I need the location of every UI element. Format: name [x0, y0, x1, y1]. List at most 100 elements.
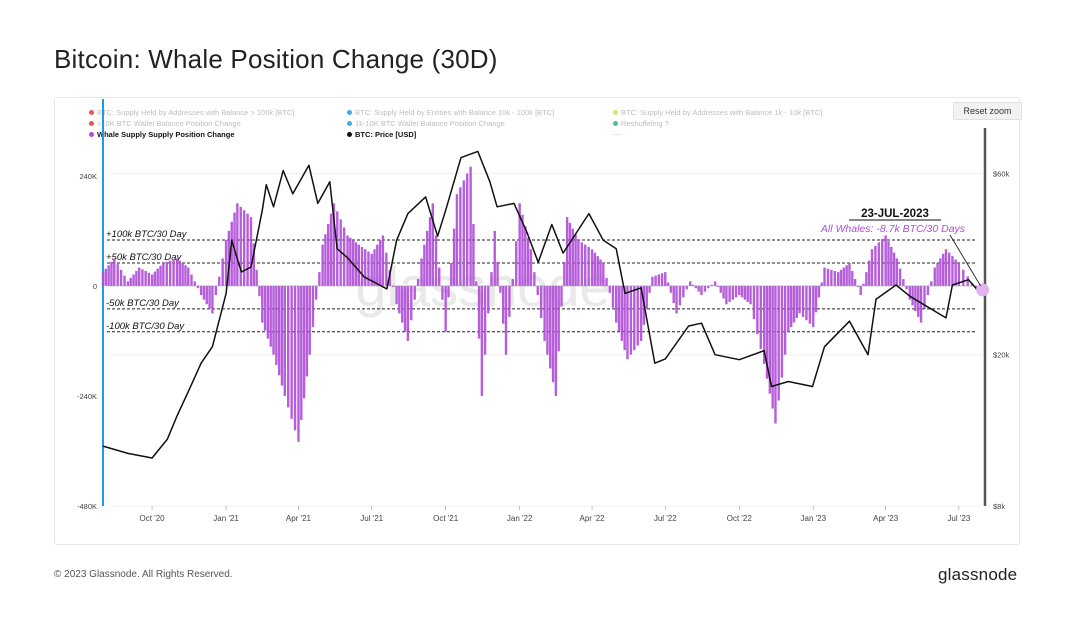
position-change-bar [190, 274, 193, 286]
position-change-bar [526, 237, 530, 286]
y-left-tick-label: -480K [77, 502, 97, 511]
legend-dot-icon [613, 121, 618, 126]
legend-item[interactable]: BTC: Supply Held by Addresses with Balan… [89, 108, 294, 117]
legend-item[interactable]: BTC: Price [USD] [347, 130, 416, 139]
position-change-bar [475, 281, 478, 286]
position-change-bar [269, 285, 272, 347]
position-change-bar [119, 269, 123, 286]
position-change-bar [716, 285, 720, 288]
position-change-bar [911, 285, 914, 306]
position-change-bar [515, 241, 518, 286]
position-change-bar [830, 269, 833, 286]
position-change-bar [549, 285, 552, 369]
latest-value-marker [976, 283, 990, 297]
position-change-bar [623, 285, 626, 351]
position-change-bar [859, 285, 862, 296]
page-title: Bitcoin: Whale Position Change (30D) [54, 44, 498, 74]
legend-label: Reshuffeling ? [621, 119, 669, 128]
position-change-bar [957, 262, 961, 286]
reset-zoom-button[interactable]: Reset zoom [953, 102, 1022, 120]
position-change-bar [364, 249, 367, 286]
position-change-bar [110, 261, 113, 286]
reference-line-label: +100k BTC/30 Day [106, 229, 188, 240]
position-change-bar [731, 285, 735, 300]
position-change-bar [242, 210, 246, 286]
position-change-bar [783, 285, 787, 355]
position-change-bar [504, 285, 508, 355]
position-change-bar [669, 285, 673, 293]
position-change-bar [529, 249, 533, 286]
position-change-bar [360, 246, 364, 286]
legend-label: BTC: Supply Held by Addresses with Balan… [621, 108, 823, 117]
position-change-bar [966, 276, 969, 286]
position-change-bar [227, 230, 231, 286]
reference-line-label: -100k BTC/30 Day [106, 321, 185, 332]
legend-dot-icon [89, 110, 94, 115]
position-change-bar [738, 285, 741, 296]
legend-item[interactable]: BTC: Supply Held by Entities with Balanc… [347, 108, 554, 117]
position-change-bar [287, 285, 290, 408]
position-change-bar [255, 269, 258, 286]
position-change-bar [551, 285, 555, 383]
position-change-bar [293, 285, 297, 431]
position-change-bar [580, 242, 584, 286]
position-change-bar [682, 285, 685, 298]
legend-item[interactable]: --- [613, 130, 621, 139]
legend-label: BTC: Price [USD] [355, 130, 417, 139]
position-change-bar [480, 285, 484, 396]
position-change-bar [795, 285, 798, 318]
position-change-bar [327, 224, 330, 286]
position-change-bar [752, 285, 756, 320]
position-change-bar [444, 285, 447, 332]
position-change-bar [472, 224, 475, 286]
position-change-bar [178, 260, 182, 286]
legend-label: BTC: Supply Held by Addresses with Balan… [97, 108, 295, 117]
position-change-bar [187, 267, 190, 286]
position-change-bar [948, 252, 951, 286]
position-change-bar [416, 279, 420, 286]
position-change-bar [477, 285, 481, 339]
position-change-bar [280, 285, 284, 386]
position-change-bar [413, 285, 416, 300]
brand-logo: glassnode [938, 565, 1018, 584]
legend-item[interactable]: 1k-10K BTC Wallet Balance Position Chang… [347, 119, 505, 128]
legend-item[interactable]: Reshuffeling ? [613, 119, 669, 128]
position-change-bar [691, 284, 695, 286]
position-change-bar [308, 285, 311, 355]
copyright-text: © 2023 Glassnode. All Rights Reserved. [54, 569, 233, 580]
x-tick-label: Apr '22 [580, 514, 606, 523]
legend-item[interactable]: BTC: Supply Held by Addresses with Balan… [613, 108, 822, 117]
legend-label: 1k-10K BTC Wallet Balance Position Chang… [355, 119, 505, 128]
legend-item[interactable]: >10K BTC Wallet Balance Position Change [89, 119, 241, 128]
position-change-bar [722, 285, 725, 299]
position-change-bar [884, 235, 887, 286]
x-tick-label: Jan '21 [213, 514, 239, 523]
position-change-bar [487, 285, 490, 314]
price-line [102, 150, 978, 459]
position-change-bar [385, 252, 388, 286]
position-change-bar [881, 238, 884, 286]
position-change-bar [290, 285, 293, 419]
position-change-bar [441, 285, 444, 300]
position-change-bar [768, 285, 772, 394]
position-change-bar [438, 267, 441, 286]
y-left-tick-label: 240K [79, 172, 97, 181]
position-change-bar [218, 276, 221, 286]
legend-item[interactable]: Whale Supply Supply Position Change [89, 130, 235, 139]
position-change-bar [543, 285, 546, 341]
position-change-bar [571, 228, 574, 286]
x-tick-label: Jan '22 [507, 514, 533, 523]
legend-label: --- [613, 130, 621, 139]
position-change-bar [743, 285, 747, 300]
position-change-bar [272, 285, 275, 355]
position-change-bar [431, 203, 434, 286]
position-change-bar [801, 285, 805, 317]
position-change-bar [321, 244, 324, 286]
position-change-bar [539, 285, 543, 318]
annotation-text: All Whales: -8.7k BTC/30 Days [820, 223, 966, 235]
x-tick-label: Jul '23 [947, 514, 970, 523]
position-change-bar [283, 285, 286, 396]
y-left-tick-label: 0 [93, 282, 97, 291]
position-change-bar [845, 265, 848, 286]
position-change-bar [710, 284, 713, 286]
